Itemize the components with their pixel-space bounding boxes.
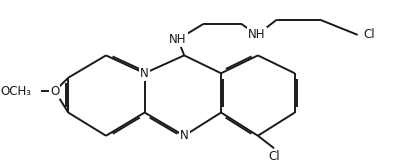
Text: N: N <box>180 129 188 142</box>
Text: Cl: Cl <box>363 28 374 41</box>
Text: NH: NH <box>169 33 187 46</box>
Text: OCH₃: OCH₃ <box>0 85 31 98</box>
Text: NH: NH <box>248 28 266 41</box>
Text: Cl: Cl <box>268 150 280 163</box>
Text: O: O <box>50 85 59 98</box>
Text: N: N <box>140 67 149 80</box>
